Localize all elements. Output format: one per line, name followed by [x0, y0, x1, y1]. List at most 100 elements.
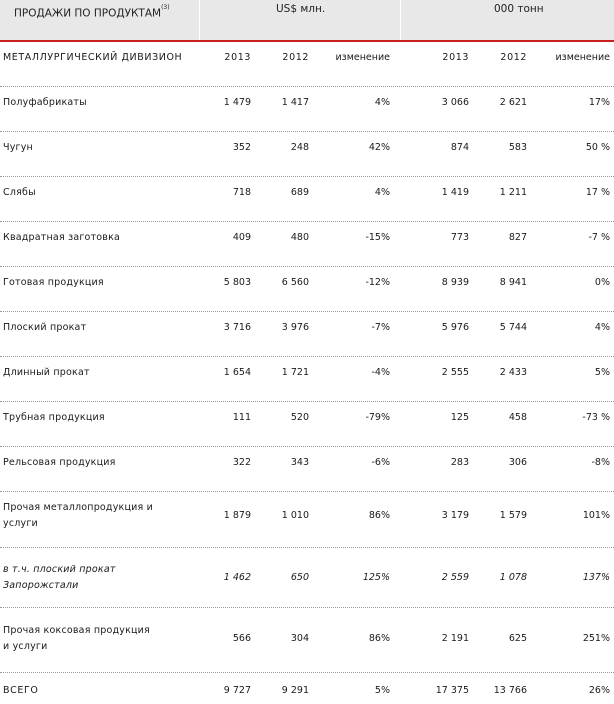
cell-tonnes-2012: 458: [508, 412, 527, 423]
cell-usd-2013: 111: [232, 412, 251, 423]
cell-tonnes-2013: 283: [450, 457, 469, 468]
row-label: Прочая коксовая продукция и услуги: [3, 625, 150, 652]
row-label: Прочая металлопродукция и услуги: [3, 502, 154, 529]
cell-tonnes-2012: 827: [508, 232, 527, 243]
cell-tonnes-2013: 3 179: [441, 510, 469, 521]
cell-tonnes-2013: 8 939: [441, 277, 469, 288]
cell-usd-2012: 6 560: [281, 277, 309, 288]
cell-tonnes-2013: 2 559: [441, 572, 469, 583]
header-rule: [0, 40, 614, 42]
cell-usd-2012: 343: [290, 457, 309, 468]
row-label: Квадратная заготовка: [3, 232, 121, 243]
cell-usd-2012: 304: [290, 633, 309, 644]
cell-usd-change: 86%: [368, 633, 390, 644]
cell-tonnes-change: -8%: [591, 457, 611, 468]
cell-usd-2012: 1 417: [281, 97, 309, 108]
cell-usd-change: -15%: [365, 232, 390, 243]
col-header-2012-usd: 2012: [282, 52, 309, 63]
cell-tonnes-2013: 5 976: [441, 322, 469, 333]
cell-tonnes-2013: 1 419: [441, 187, 469, 198]
cell-usd-2013: 718: [232, 187, 251, 198]
cell-tonnes-2012: 2 433: [499, 367, 527, 378]
cell-usd-2013: 1 462: [223, 572, 251, 583]
cell-usd-change: 42%: [368, 142, 390, 153]
cell-usd-2013: 9 727: [223, 685, 251, 696]
cell-usd-change: -7%: [371, 322, 391, 333]
col-header-2012-tonnes: 2012: [500, 52, 527, 63]
col-header-2013-tonnes: 2013: [442, 52, 469, 63]
cell-tonnes-change: 0%: [594, 277, 610, 288]
row-divider: [0, 356, 614, 357]
cell-usd-2013: 1 879: [223, 510, 251, 521]
table-title: ПРОДАЖИ ПО ПРОДУКТАМ(3): [14, 4, 170, 20]
row-divider: [0, 221, 614, 222]
row-label: Слябы: [3, 187, 36, 198]
cell-tonnes-2012: 1 579: [499, 510, 527, 521]
cell-tonnes-2013: 874: [450, 142, 469, 153]
header-separator: [400, 0, 401, 40]
cell-usd-2012: 650: [290, 572, 309, 583]
cell-usd-2012: 9 291: [281, 685, 309, 696]
cell-usd-2013: 3 716: [223, 322, 251, 333]
row-divider: [0, 672, 614, 673]
cell-tonnes-change: -7 %: [588, 232, 610, 243]
section-label: МЕТАЛЛУРГИЧЕСКИЙ ДИВИЗИОН: [3, 52, 183, 63]
row-divider: [0, 176, 614, 177]
row-divider: [0, 491, 614, 492]
cell-tonnes-2013: 17 375: [435, 685, 469, 696]
cell-tonnes-2013: 125: [450, 412, 469, 423]
cell-tonnes-change: 17 %: [585, 187, 610, 198]
cell-tonnes-change: 101%: [582, 510, 610, 521]
row-divider: [0, 607, 614, 608]
group-header-usd: US$ млн.: [276, 3, 326, 15]
cell-usd-2013: 409: [232, 232, 251, 243]
cell-tonnes-change: 5%: [594, 367, 610, 378]
col-header-change-usd: изменение: [335, 52, 390, 63]
cell-usd-change: -12%: [365, 277, 390, 288]
cell-usd-2013: 352: [232, 142, 251, 153]
header-separator: [199, 0, 200, 40]
cell-usd-2013: 5 803: [223, 277, 251, 288]
cell-tonnes-2012: 13 766: [493, 685, 527, 696]
cell-tonnes-change: 4%: [594, 322, 610, 333]
row-label: Чугун: [3, 142, 33, 153]
cell-usd-2012: 689: [290, 187, 309, 198]
cell-usd-2012: 3 976: [281, 322, 309, 333]
cell-usd-change: 5%: [374, 685, 390, 696]
cell-usd-2013: 1 479: [223, 97, 251, 108]
row-divider: [0, 86, 614, 87]
cell-tonnes-2013: 2 191: [441, 633, 469, 644]
cell-usd-2012: 248: [290, 142, 309, 153]
cell-usd-2012: 1 721: [281, 367, 309, 378]
row-label: Плоский прокат: [3, 322, 87, 333]
cell-usd-change: -4%: [371, 367, 391, 378]
cell-usd-change: 4%: [374, 97, 390, 108]
cell-usd-2013: 1 654: [223, 367, 251, 378]
table-header-band: ПРОДАЖИ ПО ПРОДУКТАМ(3) US$ млн. 000 тон…: [0, 0, 614, 42]
cell-usd-2012: 520: [290, 412, 309, 423]
cell-tonnes-2013: 3 066: [441, 97, 469, 108]
cell-tonnes-2013: 773: [450, 232, 469, 243]
cell-tonnes-2013: 2 555: [441, 367, 469, 378]
row-label: Полуфабрикаты: [3, 97, 87, 108]
row-label: Рельсовая продукция: [3, 457, 116, 468]
cell-tonnes-2012: 306: [508, 457, 527, 468]
row-divider: [0, 401, 614, 402]
row-divider: [0, 547, 614, 548]
cell-tonnes-2012: 583: [508, 142, 527, 153]
cell-usd-2012: 480: [290, 232, 309, 243]
cell-tonnes-2012: 1 211: [499, 187, 527, 198]
cell-tonnes-2012: 625: [508, 633, 527, 644]
cell-tonnes-change: 26%: [588, 685, 610, 696]
cell-tonnes-change: 137%: [582, 572, 610, 583]
row-label: Готовая продукция: [3, 277, 104, 288]
group-header-tonnes: 000 тонн: [494, 3, 544, 15]
cell-usd-change: 86%: [368, 510, 390, 521]
row-divider: [0, 311, 614, 312]
row-label: в т.ч. плоский прокат Запорожстали: [3, 564, 116, 591]
cell-usd-2013: 322: [232, 457, 251, 468]
row-divider: [0, 266, 614, 267]
cell-usd-change: 125%: [362, 572, 390, 583]
cell-tonnes-change: 251%: [582, 633, 610, 644]
footnote-marker: (3): [161, 4, 170, 11]
